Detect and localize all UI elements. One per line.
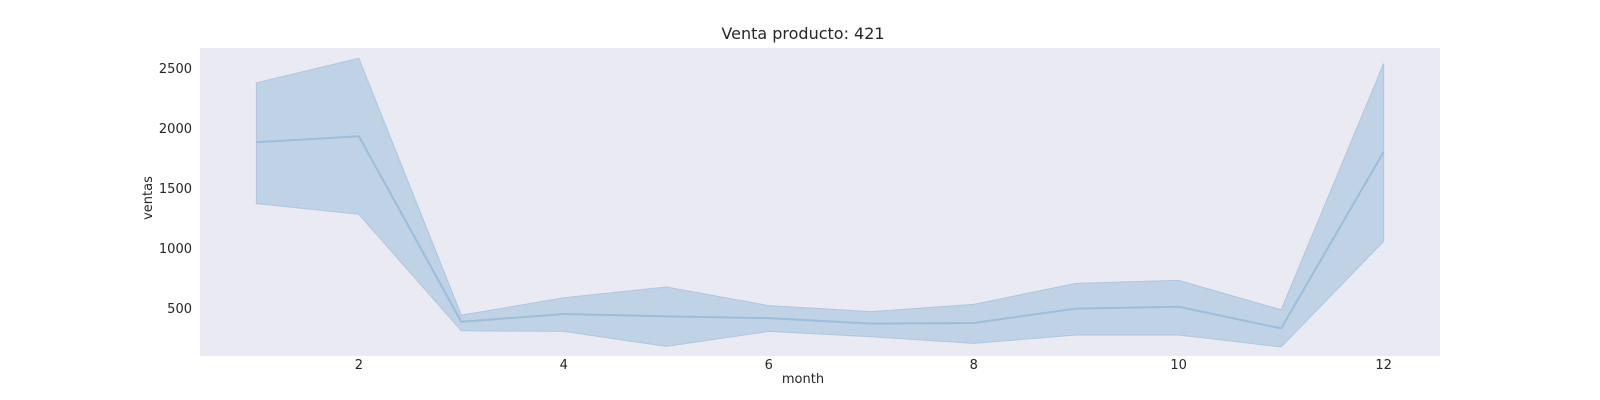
- y-tick-label: 2500: [159, 62, 192, 77]
- y-axis-label: ventas: [141, 176, 156, 220]
- x-axis-label: month: [782, 372, 824, 387]
- chart-title: Venta producto: 421: [721, 24, 884, 43]
- x-tick-label: 12: [1375, 358, 1392, 373]
- confidence-band: [255, 57, 1385, 348]
- y-tick-label: 500: [167, 302, 192, 317]
- series-line: [256, 135, 1385, 330]
- x-tick-label: 6: [765, 358, 773, 373]
- x-tick-label: 4: [560, 358, 568, 373]
- y-tick-label: 1000: [159, 242, 192, 257]
- x-tick-label: 8: [970, 358, 978, 373]
- x-tick-label: 2: [355, 358, 363, 373]
- x-tick-label: 10: [1170, 358, 1187, 373]
- y-tick-label: 2000: [159, 122, 192, 137]
- y-tick-label: 1500: [159, 182, 192, 197]
